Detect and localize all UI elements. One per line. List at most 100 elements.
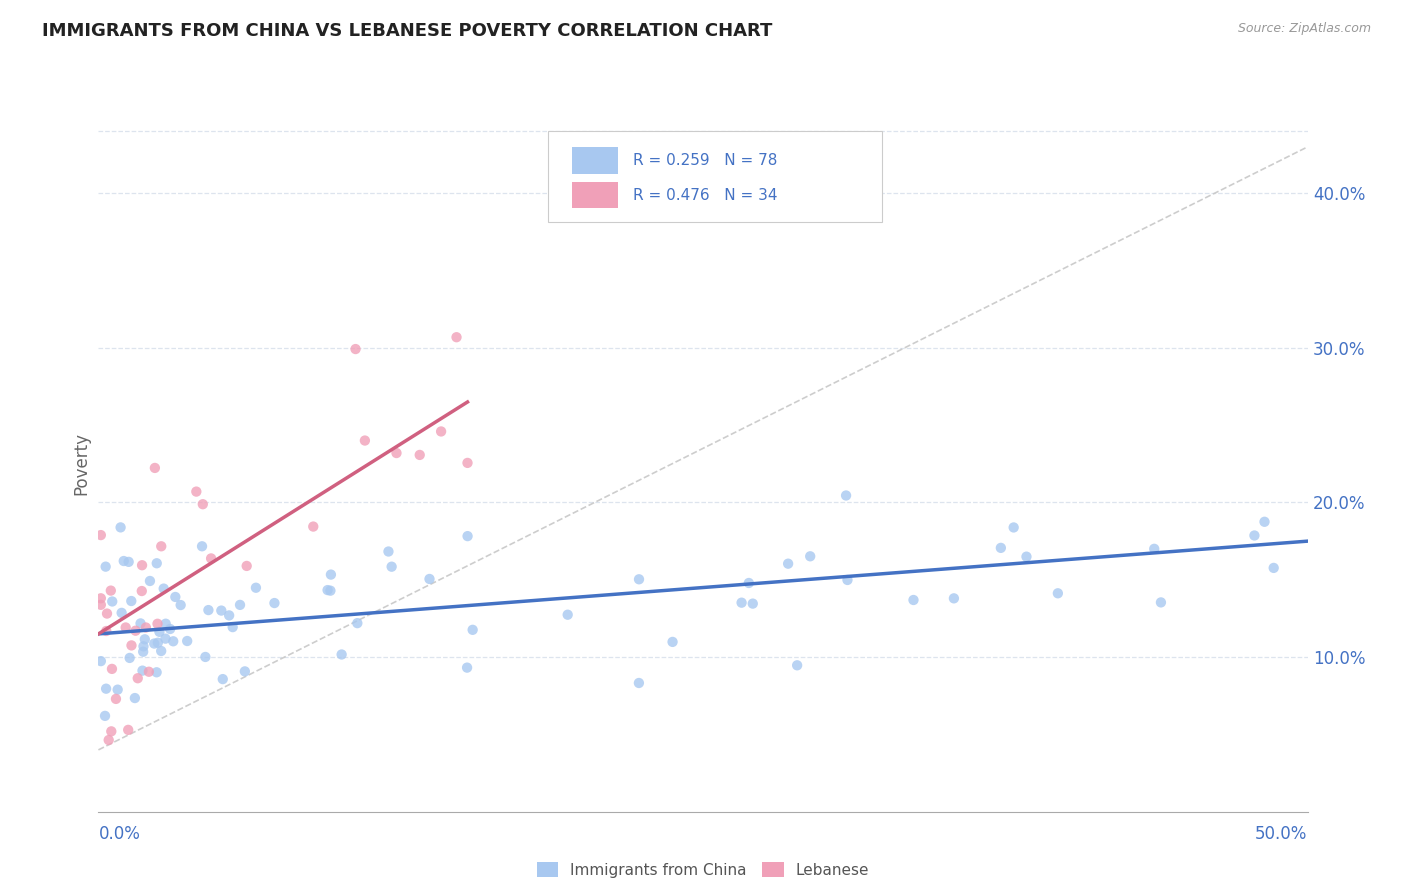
Point [661, 635, 683, 649]
Point [165, 590, 187, 604]
Point [155, 616, 177, 631]
Point [186, 484, 208, 499]
Point [229, 598, 252, 612]
Point [111, 606, 134, 620]
Point [90, 591, 112, 606]
Point [1243, 528, 1265, 542]
Point [145, 556, 167, 570]
Text: R = 0.259   N = 78: R = 0.259 N = 78 [633, 153, 778, 168]
Point [104, 692, 127, 706]
Point [330, 648, 353, 662]
Point [138, 665, 160, 679]
Point [96, 607, 118, 621]
Point [97, 733, 120, 747]
Point [557, 607, 579, 622]
Point [200, 551, 222, 566]
Point [124, 624, 146, 638]
Point [155, 632, 177, 646]
Point [159, 622, 181, 636]
Bar [572, 182, 619, 209]
Point [738, 576, 761, 591]
Point [148, 624, 170, 639]
Point [101, 662, 124, 676]
Point [233, 665, 256, 679]
Point [446, 330, 468, 344]
Point [152, 582, 174, 596]
Point [90, 528, 112, 542]
Point [135, 620, 157, 634]
Point [191, 497, 214, 511]
Point [100, 583, 122, 598]
Y-axis label: Poverty: Poverty [72, 433, 90, 495]
Point [118, 651, 141, 665]
Point [741, 597, 763, 611]
Point [117, 723, 139, 737]
Point [457, 456, 479, 470]
Point [96, 624, 118, 638]
Point [90, 654, 112, 668]
Text: IMMIGRANTS FROM CHINA VS LEBANESE POVERTY CORRELATION CHART: IMMIGRANTS FROM CHINA VS LEBANESE POVERT… [42, 22, 772, 40]
Point [627, 572, 650, 586]
Point [90, 598, 112, 612]
Point [263, 596, 285, 610]
Point [94, 681, 117, 696]
Point [94, 559, 117, 574]
Point [129, 616, 152, 631]
Point [124, 691, 146, 706]
Point [107, 682, 129, 697]
Point [211, 672, 233, 686]
Point [1150, 595, 1173, 609]
Point [381, 559, 404, 574]
Point [131, 584, 153, 599]
Point [162, 634, 184, 648]
Point [132, 640, 155, 654]
Point [837, 573, 859, 587]
Point [191, 539, 214, 553]
Point [139, 574, 162, 588]
Point [786, 658, 808, 673]
Point [169, 598, 191, 612]
Point [302, 519, 325, 533]
Text: Source: ZipAtlas.com: Source: ZipAtlas.com [1237, 22, 1371, 36]
Text: 0.0%: 0.0% [98, 825, 141, 843]
Point [627, 676, 650, 690]
Point [385, 446, 408, 460]
Point [835, 488, 858, 502]
Point [110, 520, 132, 534]
Point [100, 724, 122, 739]
Point [942, 591, 965, 606]
Point [176, 634, 198, 648]
Point [319, 583, 342, 598]
Point [245, 581, 267, 595]
Point [346, 616, 368, 631]
Point [1002, 520, 1025, 534]
Point [143, 636, 166, 650]
Point [344, 342, 367, 356]
Text: 50.0%: 50.0% [1256, 825, 1308, 843]
Point [377, 544, 399, 558]
Point [418, 572, 440, 586]
Point [461, 623, 484, 637]
Point [127, 671, 149, 685]
Point [131, 558, 153, 573]
Bar [572, 147, 619, 174]
Point [118, 555, 141, 569]
Point [456, 660, 478, 674]
Point [1046, 586, 1069, 600]
Point [235, 558, 257, 573]
Point [209, 604, 232, 618]
Text: R = 0.476   N = 34: R = 0.476 N = 34 [633, 188, 778, 202]
Point [1143, 541, 1166, 556]
Point [146, 636, 169, 650]
Point [990, 541, 1012, 555]
Point [101, 594, 124, 608]
Point [132, 645, 155, 659]
Point [457, 529, 479, 543]
Point [134, 632, 156, 647]
Point [778, 557, 800, 571]
Point [354, 434, 377, 448]
Point [1263, 561, 1285, 575]
Legend: Immigrants from China, Lebanese: Immigrants from China, Lebanese [530, 856, 876, 884]
Point [120, 594, 142, 608]
Point [150, 539, 173, 553]
